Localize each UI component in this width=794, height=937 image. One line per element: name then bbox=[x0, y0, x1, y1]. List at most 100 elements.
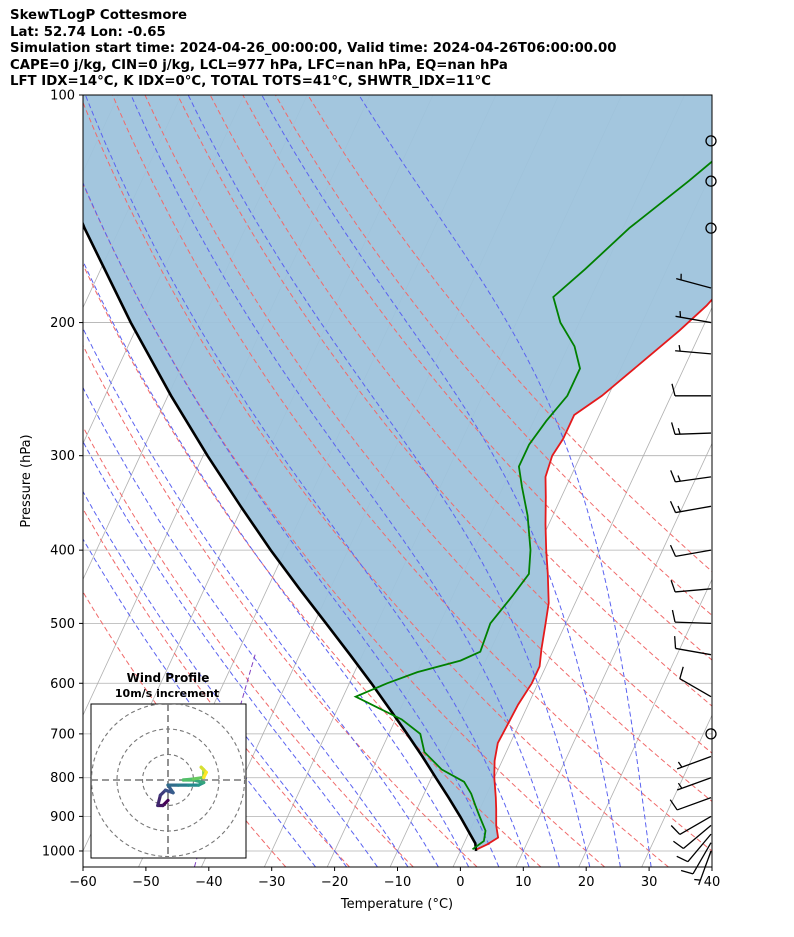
temperature-profile-line bbox=[476, 298, 712, 851]
dry-adiabat bbox=[83, 101, 669, 867]
title-indices: LFT IDX=14°C, K IDX=0°C, TOTAL TOTS=41°C… bbox=[10, 74, 492, 89]
barb-shaft bbox=[683, 824, 712, 850]
wind-barb bbox=[670, 580, 712, 593]
x-tick-label: 10 bbox=[515, 875, 532, 890]
isotherm-line bbox=[578, 578, 712, 867]
hodograph-segment bbox=[156, 793, 162, 808]
wind-barb bbox=[674, 636, 712, 656]
dewpoint-profile-line bbox=[353, 160, 712, 851]
moist-adiabat bbox=[130, 95, 560, 867]
wind-barb bbox=[670, 470, 712, 483]
y-tick-label: 300 bbox=[50, 449, 75, 464]
barb-shaft bbox=[676, 797, 712, 811]
moist-adiabat bbox=[83, 538, 316, 867]
dry-adiabat bbox=[274, 95, 712, 616]
title-times: Simulation start time: 2024-04-26_00:00:… bbox=[10, 41, 617, 56]
barb-flag bbox=[674, 636, 677, 649]
inset-title: Wind Profile bbox=[127, 671, 210, 685]
barb-shaft bbox=[675, 647, 712, 656]
barb-shaft bbox=[679, 815, 712, 835]
moist-adiabat bbox=[187, 95, 591, 867]
barb-half-flag bbox=[677, 761, 683, 768]
barb-shaft bbox=[687, 833, 712, 863]
y-tick-label: 1000 bbox=[42, 844, 75, 859]
hodograph-segment bbox=[181, 777, 196, 782]
wind-barb bbox=[670, 422, 712, 435]
barb-flag bbox=[673, 840, 684, 850]
inset-plot bbox=[91, 704, 246, 858]
barb-shaft bbox=[676, 278, 712, 289]
dry-adiabat bbox=[83, 507, 350, 867]
dry-adiabat bbox=[83, 591, 287, 867]
x-tick-label: 20 bbox=[578, 875, 595, 890]
barb-flag bbox=[670, 422, 676, 435]
y-tick-label: 500 bbox=[50, 617, 75, 632]
barb-shaft bbox=[675, 505, 712, 514]
y-tick-label: 700 bbox=[50, 727, 75, 742]
barb-shaft bbox=[675, 588, 712, 593]
dry-adiabat bbox=[307, 95, 712, 573]
y-tick-label: 600 bbox=[50, 677, 75, 692]
wind-barb bbox=[694, 850, 712, 886]
barb-flag bbox=[669, 544, 677, 557]
wind-barb bbox=[670, 815, 712, 835]
barb-flag bbox=[670, 825, 681, 835]
wind-barb bbox=[676, 777, 712, 791]
moist-adiabat bbox=[84, 95, 530, 867]
barb-half-flag bbox=[677, 505, 682, 512]
x-tick-label: 30 bbox=[641, 875, 658, 890]
wind-barb bbox=[669, 797, 712, 811]
barb-shaft bbox=[674, 432, 712, 435]
calm-circle bbox=[705, 135, 717, 147]
inset-subtitle: 10m/s increment bbox=[115, 687, 219, 700]
dry-adiabats bbox=[83, 95, 712, 867]
barb-flag bbox=[670, 580, 676, 593]
calm-circle bbox=[705, 728, 717, 740]
wind-barb bbox=[676, 833, 712, 863]
y-tick-label: 100 bbox=[50, 89, 75, 104]
barb-flag bbox=[671, 609, 676, 623]
moist-adiabat bbox=[83, 440, 378, 867]
barb-half-flag bbox=[694, 878, 701, 881]
x-tick-label: −40 bbox=[195, 875, 222, 890]
wind-barbs bbox=[669, 135, 717, 886]
hodograph-segment bbox=[191, 775, 206, 781]
x-tick-label: −10 bbox=[384, 875, 411, 890]
dry-adiabat bbox=[112, 95, 712, 852]
wind-barb bbox=[671, 383, 711, 397]
y-tick-label: 800 bbox=[50, 771, 75, 786]
isotherm-line bbox=[641, 714, 712, 867]
title-station: SkewTLogP Cottesmore bbox=[10, 8, 188, 23]
isotherm-line bbox=[515, 442, 712, 867]
barb-shaft bbox=[692, 842, 712, 875]
barb-shaft bbox=[676, 755, 712, 770]
wind-barb bbox=[675, 310, 712, 324]
title-latlon: Lat: 52.74 Lon: -0.65 bbox=[10, 24, 166, 40]
dry-adiabat bbox=[83, 263, 542, 867]
cin-shaded-area bbox=[83, 95, 712, 851]
wind-barb bbox=[705, 222, 717, 234]
barb-flag bbox=[671, 383, 676, 396]
calm-circle bbox=[705, 222, 717, 234]
wind-barb bbox=[673, 824, 712, 850]
barb-flag bbox=[679, 666, 684, 679]
moist-adiabat bbox=[358, 95, 652, 867]
dry-adiabat bbox=[209, 95, 712, 707]
wind-barb bbox=[676, 273, 712, 289]
profiles bbox=[83, 160, 712, 852]
wind-profile-inset: Wind Profile 10m/s increment bbox=[90, 671, 247, 859]
wind-barb bbox=[669, 500, 712, 514]
barb-flag bbox=[669, 500, 677, 513]
barb-shaft bbox=[674, 621, 712, 625]
x-tick-label: 0 bbox=[456, 875, 464, 890]
x-tick-label: −60 bbox=[69, 875, 96, 890]
wind-barb bbox=[679, 666, 712, 698]
wind-barb bbox=[671, 609, 712, 625]
barb-half-flag bbox=[677, 782, 683, 789]
barb-shaft bbox=[679, 678, 712, 698]
x-tick-label: 40 bbox=[704, 875, 721, 890]
x-tick-label: −30 bbox=[258, 875, 285, 890]
x-tick-label: −20 bbox=[321, 875, 348, 890]
barb-half-flag bbox=[677, 428, 681, 435]
barb-half-flag bbox=[678, 344, 681, 352]
